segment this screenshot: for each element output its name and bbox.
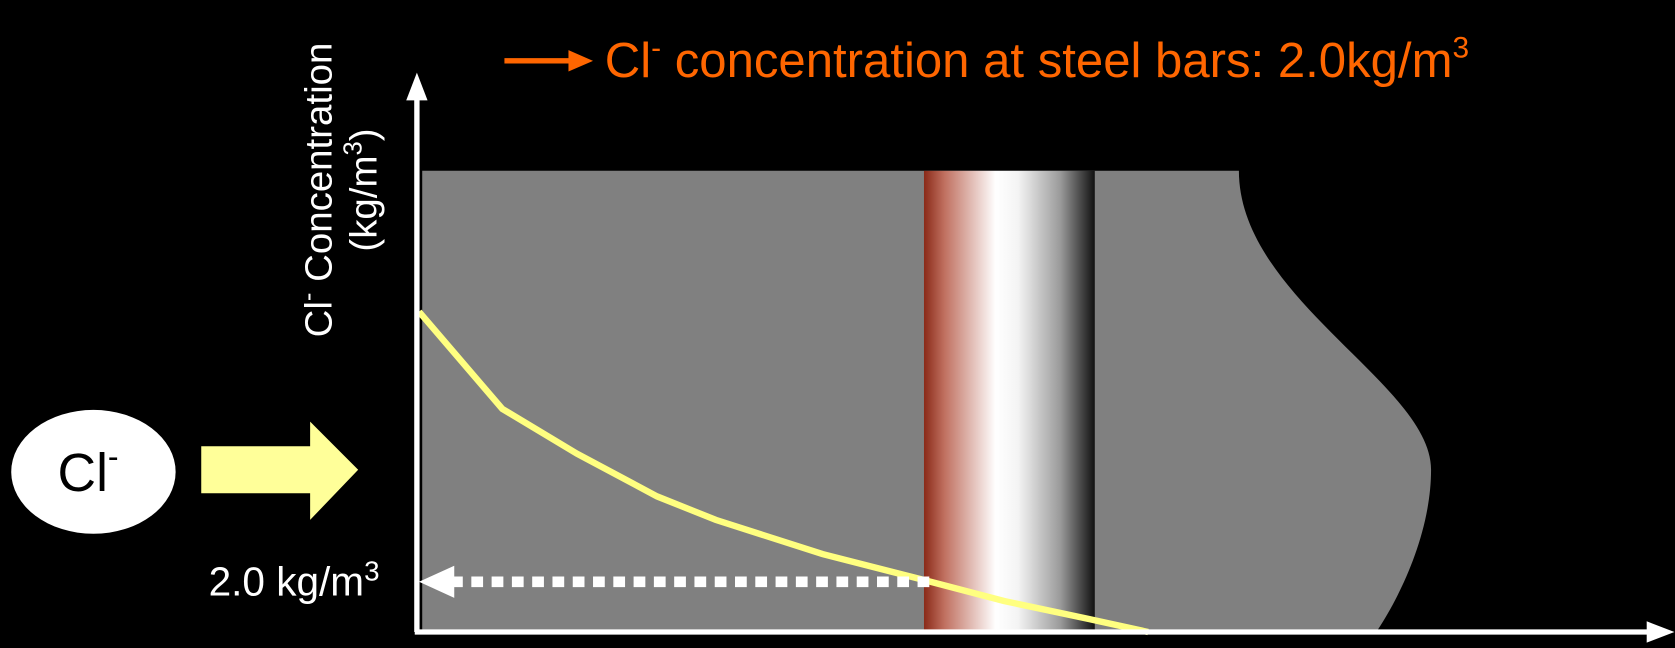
y-label-sup: - xyxy=(295,293,323,302)
y-label-rest: Concentration xyxy=(297,43,340,293)
title-rest: concentration at steel bars: 2.0kg/m xyxy=(661,34,1452,88)
y-label-base: Cl xyxy=(297,301,340,337)
y-label-unit-rest: ) xyxy=(342,128,385,141)
title: Cl- concentration at steel bars: 2.0kg/m… xyxy=(605,32,1469,88)
level-label-sup: 3 xyxy=(364,556,379,587)
ion-label-base: Cl xyxy=(58,444,108,503)
level-label-base: 2.0 kg/m xyxy=(209,559,364,605)
steel-bar xyxy=(924,171,1095,630)
diagram: 2.0 kg/m3 Cl- Cl- concentration at steel… xyxy=(0,0,1675,648)
y-label-unit-sup: 3 xyxy=(339,141,367,155)
title-sup: - xyxy=(651,32,661,65)
title-base: Cl xyxy=(605,34,651,88)
y-label-unit-base: (kg/m xyxy=(342,156,385,252)
level-label: 2.0 kg/m3 xyxy=(209,556,380,605)
title-sup2: 3 xyxy=(1452,32,1469,65)
ion-label-sup: - xyxy=(108,439,119,475)
page: 2.0 kg/m3 Cl- Cl- concentration at steel… xyxy=(0,0,1675,648)
